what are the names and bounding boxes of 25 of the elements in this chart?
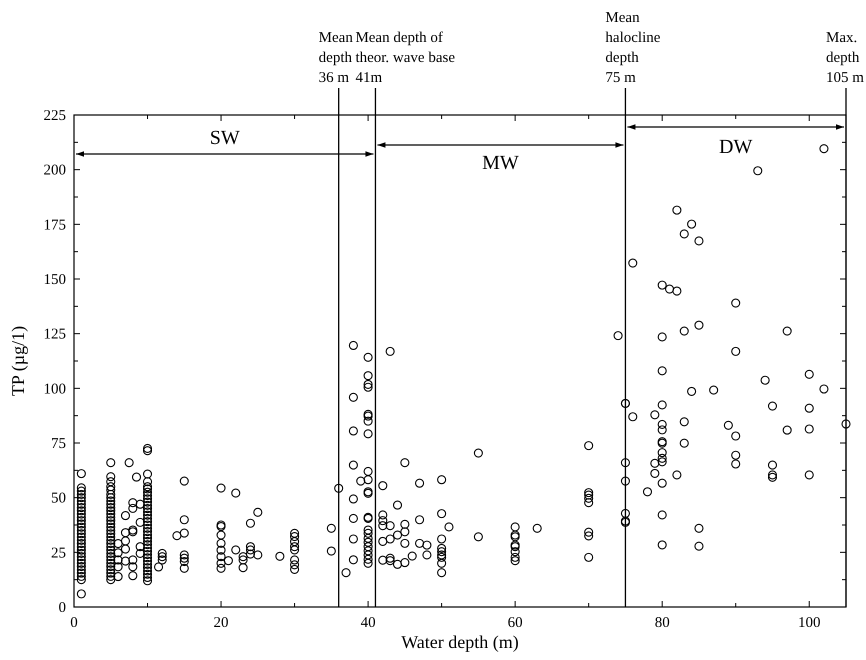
y-tick-label: 25	[51, 545, 66, 562]
y-axis-title: TP (µg/1)	[8, 326, 28, 396]
ref-line-label: Mean depth of theor. wave base 41m	[355, 30, 456, 86]
x-tick-label: 40	[360, 615, 376, 631]
ref-line-label: Max. depth 105 m	[826, 30, 864, 86]
x-tick-label: 0	[70, 615, 78, 631]
y-tick-label: 100	[44, 381, 66, 398]
x-tick-label: 60	[508, 615, 523, 631]
y-tick-label: 200	[44, 162, 66, 179]
x-tick-label: 80	[654, 615, 670, 631]
x-axis-title: Water depth (m)	[401, 632, 519, 652]
y-tick-label: 0	[58, 600, 66, 616]
x-tick-label: 20	[214, 615, 229, 631]
y-tick-label: 175	[44, 217, 66, 234]
y-tick-label: 50	[51, 490, 66, 507]
annotation: DW	[719, 136, 752, 158]
annotation: SW	[210, 127, 240, 149]
y-tick-label: 225	[44, 108, 66, 124]
ref-line-label: Mean halocline depth 75 m	[605, 10, 661, 86]
y-tick-label: 125	[44, 326, 66, 343]
x-tick-label: 100	[798, 615, 820, 631]
y-tick-label: 150	[44, 272, 66, 288]
ref-line-label: Mean depth 36 m	[318, 30, 354, 86]
y-tick-label: 75	[51, 436, 66, 452]
annotation: MW	[482, 152, 519, 174]
